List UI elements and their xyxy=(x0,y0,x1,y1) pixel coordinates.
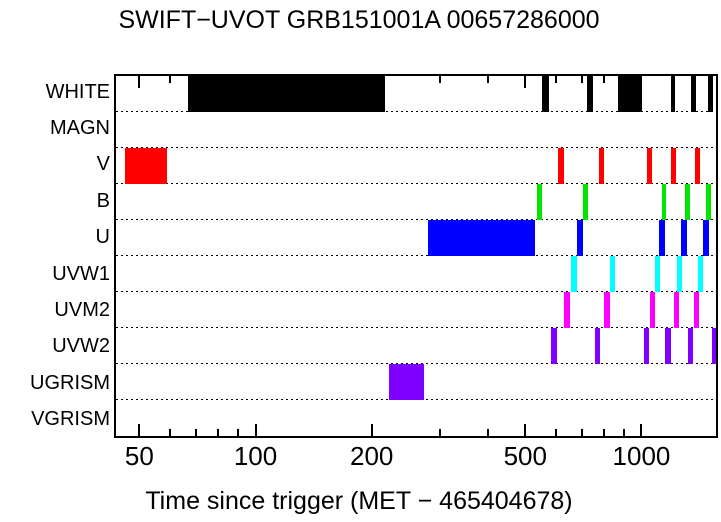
x-tick-minor xyxy=(217,76,220,83)
x-tick-minor xyxy=(194,76,197,83)
row-label-vgrism: VGRISM xyxy=(31,408,110,431)
exposure-bar-v xyxy=(599,148,605,184)
x-tick-major xyxy=(254,76,257,88)
exposure-bar-white xyxy=(617,76,642,112)
x-tick-minor xyxy=(486,429,489,436)
x-tick-minor xyxy=(580,76,583,83)
exposure-bar-uvw2 xyxy=(665,328,672,364)
exposure-bar-white xyxy=(708,76,714,112)
row-separator xyxy=(116,291,716,292)
x-tick-major xyxy=(524,424,527,436)
exposure-bar-v xyxy=(125,148,168,184)
exposure-bar-u xyxy=(681,220,688,256)
x-tick-minor xyxy=(622,76,625,83)
exposure-bar-v xyxy=(695,148,701,184)
x-tick-major xyxy=(254,424,257,436)
row-label-v: V xyxy=(96,153,110,176)
x-tick-major xyxy=(640,76,643,88)
exposure-bar-uvm2 xyxy=(564,292,571,328)
x-tick-minor xyxy=(580,429,583,436)
x-tick-label: 500 xyxy=(503,441,547,471)
row-label-magn: MAGN xyxy=(50,117,110,140)
row-label-ugrism: UGRISM xyxy=(30,371,110,394)
x-tick-minor xyxy=(554,76,557,83)
exposure-bar-b xyxy=(685,184,691,220)
x-tick-minor xyxy=(217,429,220,436)
x-tick-major xyxy=(138,424,141,436)
row-label-uvw2: UVW2 xyxy=(52,335,110,358)
exposure-bar-uvm2 xyxy=(604,292,611,328)
row-label-uvw1: UVW1 xyxy=(52,262,110,285)
exposure-bar-u xyxy=(577,220,584,256)
x-tick-minor xyxy=(168,76,171,83)
exposure-bar-white xyxy=(188,76,385,112)
x-axis-label: Time since trigger (MET − 465404678) xyxy=(145,487,573,515)
plot-area xyxy=(116,76,716,436)
x-tick-minor xyxy=(438,76,441,83)
x-tick-minor xyxy=(622,429,625,436)
row-label-b: B xyxy=(96,189,110,212)
exposure-bar-uvw1 xyxy=(677,256,683,292)
row-label-white: WHITE xyxy=(45,80,110,103)
exposure-bar-white xyxy=(670,76,676,112)
x-tick-label: 200 xyxy=(349,441,394,471)
exposure-bar-uvw2 xyxy=(551,328,558,364)
exposure-bar-b xyxy=(536,184,543,220)
row-separator xyxy=(116,219,716,220)
exposure-bar-uvw1 xyxy=(698,256,704,292)
exposure-bar-uvw2 xyxy=(712,328,716,364)
exposure-bar-v xyxy=(646,148,652,184)
exposure-bar-b xyxy=(662,184,667,220)
exposure-bar-uvw1 xyxy=(610,256,615,292)
exposure-bar-u xyxy=(703,220,710,256)
x-tick-minor xyxy=(438,429,441,436)
row-separator xyxy=(116,111,716,112)
x-tick-minor xyxy=(554,429,557,436)
x-tick-minor xyxy=(236,76,239,83)
row-label-u: U xyxy=(95,226,110,249)
exposure-bar-uvm2 xyxy=(673,292,680,328)
x-tick-label: 100 xyxy=(233,441,278,471)
exposure-bar-u xyxy=(658,220,665,256)
x-tick-major xyxy=(370,76,373,88)
row-separator xyxy=(116,183,716,184)
x-tick-minor xyxy=(603,76,606,83)
x-tick-major xyxy=(524,76,527,88)
x-tick-major xyxy=(640,424,643,436)
x-tick-label: 50 xyxy=(124,441,154,471)
x-tick-label: 1000 xyxy=(612,441,671,471)
row-separator xyxy=(116,363,716,364)
x-tick-major xyxy=(370,424,373,436)
row-separator xyxy=(116,327,716,328)
exposure-bar-white xyxy=(691,76,697,112)
row-separator xyxy=(116,255,716,256)
plot-title: SWIFT−UVOT GRB151001A 00657286000 xyxy=(118,6,600,34)
exposure-bar-uvm2 xyxy=(649,292,655,328)
plot-frame xyxy=(114,74,718,438)
exposure-bar-v xyxy=(558,148,565,184)
y-axis-labels: WHITE MAGN V B U UVW1 UVM2 UVW2 UGRISM VGRISM xyxy=(0,74,111,438)
exposure-bar-b xyxy=(706,184,712,220)
exposure-bar-uvw1 xyxy=(654,256,660,292)
x-tick-minor xyxy=(236,429,239,436)
row-separator xyxy=(116,147,716,148)
row-label-uvm2: UVM2 xyxy=(54,299,110,322)
exposure-bar-white xyxy=(587,76,593,112)
exposure-bar-v xyxy=(671,148,677,184)
exposure-bar-white xyxy=(542,76,550,112)
x-tick-minor xyxy=(194,429,197,436)
exposure-bar-u xyxy=(427,220,536,256)
exposure-bar-b xyxy=(583,184,589,220)
exposure-bar-uvm2 xyxy=(694,292,700,328)
exposure-bar-ugrism xyxy=(389,364,425,400)
x-tick-minor xyxy=(168,429,171,436)
x-tick-minor xyxy=(603,429,606,436)
x-tick-minor xyxy=(486,76,489,83)
x-tick-major xyxy=(138,76,141,88)
exposure-bar-uvw2 xyxy=(688,328,694,364)
exposure-bar-uvw2 xyxy=(595,328,601,364)
exposure-bar-uvw1 xyxy=(571,256,578,292)
exposure-bar-uvw2 xyxy=(643,328,649,364)
